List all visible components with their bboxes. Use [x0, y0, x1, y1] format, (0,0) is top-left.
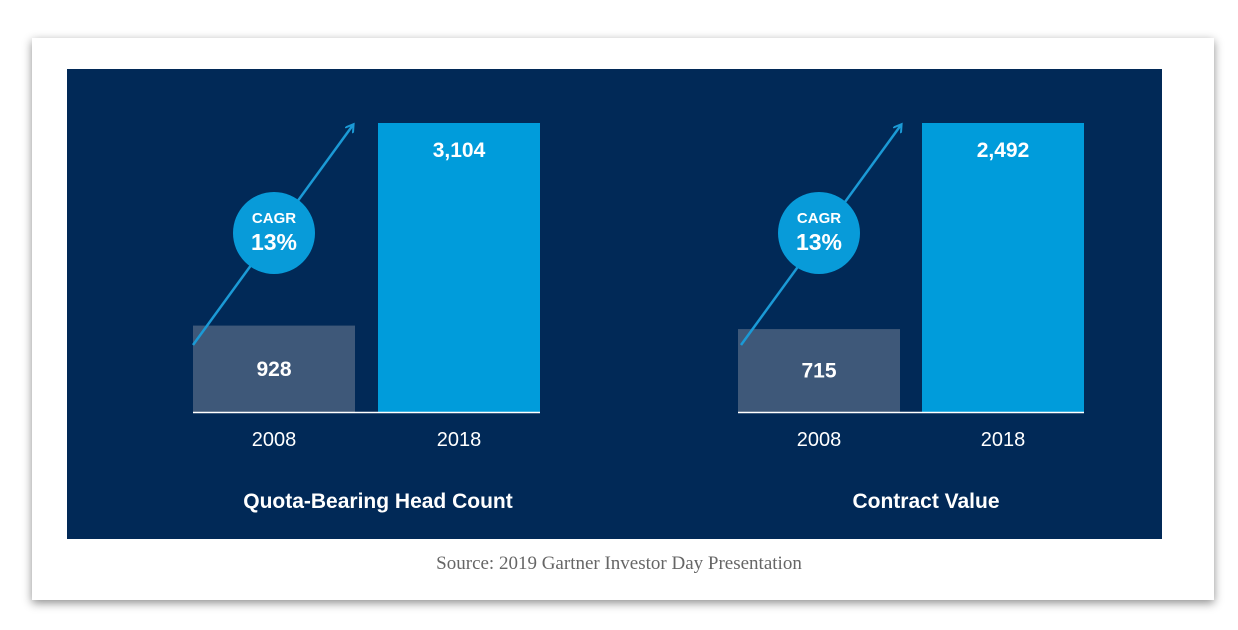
cagr-value: 13% [796, 229, 842, 255]
chart-title: Quota-Bearing Head Count [243, 490, 513, 513]
cagr-badge [778, 192, 860, 274]
cagr-value: 13% [251, 229, 297, 255]
source-caption: Source: 2019 Gartner Investor Day Presen… [436, 553, 802, 574]
cagr-label: CAGR [797, 210, 841, 227]
x-tick-label: 2018 [437, 429, 482, 451]
bar-2008 [738, 329, 900, 412]
bar-2008 [193, 325, 355, 412]
value-label: 715 [801, 360, 836, 383]
bar-2018 [378, 123, 540, 412]
x-tick-label: 2008 [797, 429, 842, 451]
chart-title: Contract Value [852, 490, 999, 513]
value-label: 2,492 [977, 139, 1030, 162]
x-tick-label: 2008 [252, 429, 297, 451]
cagr-badge [233, 192, 315, 274]
value-label: 3,104 [433, 139, 486, 162]
cagr-label: CAGR [252, 210, 296, 227]
value-label: 928 [256, 358, 291, 381]
bar-2018 [922, 123, 1084, 412]
x-tick-label: 2018 [981, 429, 1026, 451]
